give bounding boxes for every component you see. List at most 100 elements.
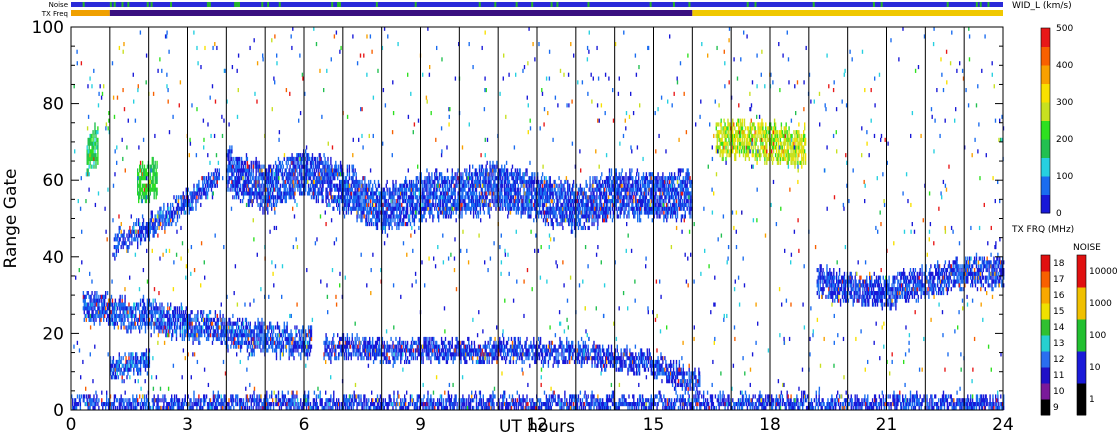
echo-cell — [250, 329, 252, 334]
echo-cell — [615, 191, 617, 196]
echo-cell — [290, 329, 292, 334]
echo-cell — [412, 187, 415, 192]
echo-cell — [433, 195, 435, 200]
echo-cell — [290, 156, 292, 162]
echo-cell — [572, 191, 575, 196]
echo-cell — [389, 206, 391, 211]
echo-cell — [98, 313, 100, 319]
echo-cell — [516, 195, 518, 200]
echo-cell — [571, 206, 573, 211]
echo-cell — [475, 199, 478, 204]
echo-cell — [270, 176, 272, 181]
echo-cell — [269, 176, 271, 181]
echo-cell — [416, 206, 418, 211]
echo-cell — [686, 191, 688, 196]
echo-cell — [185, 317, 187, 322]
echo-cell — [530, 191, 532, 196]
echo-cell — [241, 333, 244, 338]
echo-cell — [510, 195, 513, 200]
echo-cell — [301, 329, 303, 334]
echo-cell — [333, 206, 335, 211]
echo-cell — [291, 348, 293, 353]
echo-cell — [244, 325, 247, 330]
echo-cell — [255, 325, 257, 330]
echo-cell — [241, 317, 244, 322]
echo-cell — [348, 172, 351, 177]
echo-cell — [510, 199, 513, 204]
echo-cell — [434, 183, 436, 188]
echo-cell — [517, 187, 519, 192]
echo-cell — [348, 199, 351, 204]
echo-cell — [97, 306, 99, 311]
echo-cell — [615, 199, 617, 204]
echo-cell — [392, 218, 394, 223]
echo-cell — [229, 168, 231, 173]
echo-cell — [279, 348, 282, 353]
echo-cell — [594, 195, 596, 200]
echo-cell — [202, 313, 204, 319]
echo-cell — [240, 340, 243, 345]
echo-cell — [139, 313, 141, 319]
echo-cell — [231, 172, 233, 177]
echo-cell — [308, 176, 311, 181]
echo-cell — [235, 321, 237, 326]
echo-cell — [499, 191, 501, 196]
echo-cell — [485, 199, 487, 204]
echo-cell — [290, 187, 292, 192]
echo-cell — [232, 187, 234, 192]
echo-cell — [423, 206, 425, 211]
echo-cell — [120, 302, 122, 307]
echo-cell — [671, 179, 673, 185]
echo-cell — [410, 191, 413, 196]
echo-cell — [557, 222, 559, 227]
echo-cell — [395, 191, 397, 196]
echo-cell — [367, 210, 369, 215]
echo-cell — [235, 176, 237, 181]
echo-cell — [385, 210, 387, 215]
echo-cell — [260, 336, 262, 342]
echo-cell — [207, 333, 210, 338]
echo-cell — [406, 183, 409, 188]
echo-cell — [640, 191, 643, 196]
echo-cell — [541, 183, 544, 188]
echo-cell — [568, 206, 570, 211]
echo-cell — [357, 206, 359, 211]
echo-cell — [130, 329, 132, 334]
echo-cell — [365, 191, 367, 196]
echo-cell — [473, 191, 476, 196]
echo-cell — [511, 187, 514, 192]
echo-cell — [235, 156, 237, 162]
echo-cell — [339, 202, 341, 208]
echo-cell — [459, 176, 461, 181]
echo-cell — [393, 195, 395, 200]
echo-cell — [546, 195, 549, 200]
echo-cell — [539, 202, 542, 208]
echo-cell — [453, 206, 455, 211]
echo-cell — [438, 172, 441, 177]
echo-cell — [403, 210, 405, 215]
echo-cell — [522, 179, 524, 185]
echo-cell — [365, 199, 367, 204]
echo-cell — [103, 306, 105, 311]
echo-cell — [635, 176, 637, 181]
echo-cell — [259, 195, 261, 200]
echo-cell — [275, 356, 278, 361]
echo-cell — [305, 160, 308, 165]
echo-cell — [617, 214, 619, 219]
echo-cell — [235, 183, 237, 188]
echo-cell — [238, 179, 240, 185]
echo-cell — [568, 191, 570, 196]
echo-cell — [211, 340, 214, 345]
echo-cell — [296, 325, 298, 330]
echo-cell — [453, 187, 455, 192]
echo-cell — [355, 202, 357, 208]
echo-cell — [403, 183, 405, 188]
echo-cell — [199, 325, 201, 330]
echo-cell — [502, 183, 504, 188]
echo-cell — [533, 195, 535, 200]
echo-cell — [383, 210, 385, 215]
echo-cell — [675, 206, 678, 211]
echo-cell — [494, 179, 496, 185]
echo-cell — [464, 183, 466, 188]
echo-cell — [582, 225, 584, 231]
